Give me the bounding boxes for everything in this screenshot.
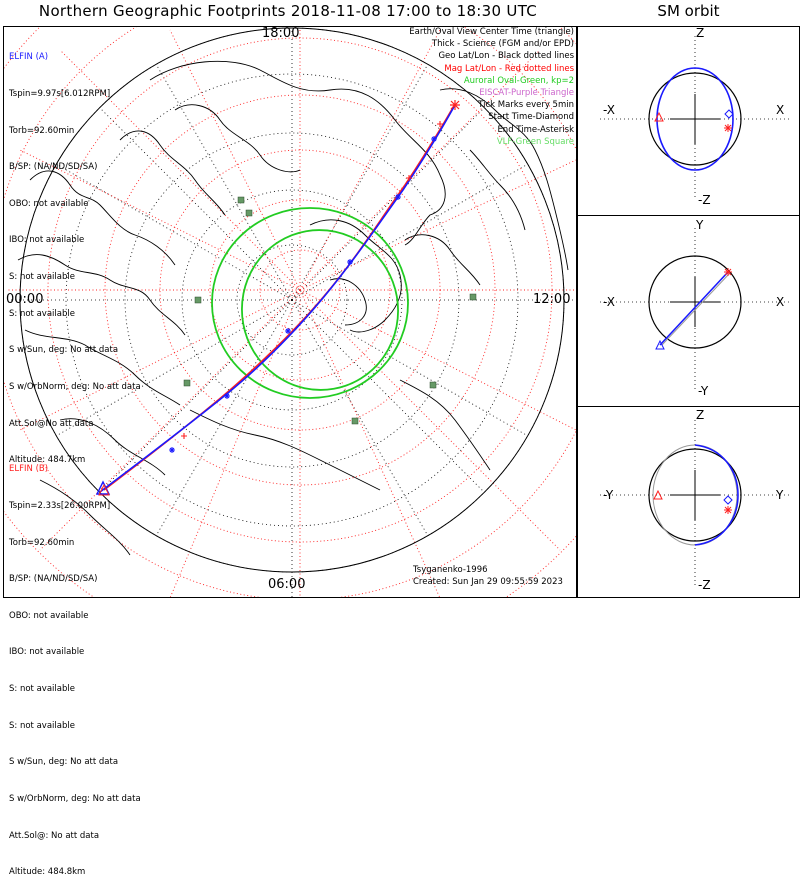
created-date: Created: Sun Jan 29 09:55:59 2023 (413, 577, 563, 588)
tick-mark (431, 136, 437, 142)
tick-mark (437, 121, 443, 127)
sm1-right: X (776, 103, 785, 117)
probe-a-info: ELFIN (A) Tspin=9.97s[6.012RPM] Torb=92.… (9, 27, 141, 479)
sm1-top: Z (696, 26, 705, 40)
sm2-top: Y (696, 218, 704, 232)
sm1-left: -X (603, 103, 615, 117)
time-label-bottom: 06:00 (268, 577, 306, 592)
vlf-stations (183, 196, 477, 425)
end-asterisk (450, 100, 460, 110)
orbit-ticks (169, 136, 437, 453)
auroral-oval-outer (211, 207, 409, 399)
sm-panel-frame-1 (577, 26, 800, 216)
orbit-ticks-b (181, 121, 443, 439)
probe-a-line: S: not available (9, 308, 75, 319)
legend-item: Earth/Oval View Center Time (triangle) (409, 27, 574, 37)
probe-b-line: S: not available (9, 684, 75, 695)
vlf-square (183, 379, 191, 387)
vlf-square (469, 293, 477, 301)
sm1-bottom: -Z (698, 193, 711, 207)
probe-b-line: B/SP: (NA/ND/SD/SA) (9, 574, 98, 585)
legend-item: EISCAT-Purple Triangle (479, 88, 574, 99)
legend-item: End Time-Asterisk (497, 124, 574, 135)
sm3-top: Z (696, 408, 705, 422)
probe-a-line: IBO: not available (9, 235, 85, 246)
sm-orbit-title: SM orbit (657, 2, 720, 20)
sm-panel-frame-3 (577, 406, 800, 598)
probe-a-line: S w/OrbNorm, deg: No att data (9, 381, 141, 392)
sm3-right: Y (776, 488, 784, 502)
legend-item: VLF-Green Square (496, 136, 574, 147)
legend-item: Mag Lat/Lon - Red dotted lines (444, 63, 574, 74)
probe-a-name: ELFIN (A) (9, 52, 49, 63)
orbit-track-b (103, 103, 456, 491)
sm3-bottom: -Z (698, 578, 711, 592)
page-title: Northern Geographic Footprints 2018-11-0… (38, 2, 538, 20)
probe-a-line: S w/Sun, deg: No att data (9, 345, 119, 356)
probe-a-line: S: not available (9, 272, 75, 283)
sm3-left: -Y (603, 488, 614, 502)
model-name: Tsyganenko-1996 (413, 565, 488, 575)
tick-mark (224, 393, 230, 399)
probe-b-name: ELFIN (B) (9, 464, 49, 475)
probe-b-info: ELFIN (B) Tspin=2.33s[26.00RPM] Torb=92.… (9, 439, 141, 891)
start-triangle-b (98, 483, 110, 496)
tick-mark (347, 259, 353, 265)
probe-b-line: Att.Sol@: No att data (9, 830, 100, 841)
probe-a-line: OBO: not available (9, 198, 89, 209)
vlf-square (237, 196, 245, 204)
sm2-left: -X (603, 295, 615, 309)
legend-item: Start Time-Diamond (488, 112, 574, 123)
probe-b-line: Tspin=2.33s[26.00RPM] (9, 501, 111, 512)
time-label-right: 12:00 (533, 292, 571, 307)
mag-lon-grid (8, 28, 576, 597)
probe-a-line: Tspin=9.97s[6.012RPM] (9, 89, 111, 100)
orbit-track-a (99, 104, 456, 493)
tick-mark (181, 433, 187, 439)
tick-mark (285, 328, 291, 334)
tick-mark (406, 175, 412, 181)
probe-b-line: Altitude: 484.8km (9, 867, 86, 878)
probe-b-line: S w/Sun, deg: No att data (9, 757, 119, 768)
auroral-oval-inner (241, 229, 399, 391)
tick-mark (169, 447, 175, 453)
probe-a-line: Att.Sol@No att data (9, 418, 94, 429)
tick-mark (395, 194, 401, 200)
probe-a-line: Torb=92.60min (9, 125, 75, 136)
probe-b-line: Torb=92.60min (9, 537, 75, 548)
probe-b-line: S: not available (9, 720, 75, 731)
probe-b-line: S w/OrbNorm, deg: No att data (9, 793, 141, 804)
legend: Earth/Oval View Center Time (triangle) T… (409, 26, 574, 148)
footprint-map-frame (3, 26, 577, 598)
legend-item: Tick Marks every 5min (478, 100, 574, 111)
time-label-left: 00:00 (6, 292, 44, 307)
legend-item: Geo Lat/Lon - Black dotted lines (438, 51, 574, 62)
vlf-square (351, 417, 359, 425)
credits: Tsyganenko-1996 Created: Sun Jan 29 09:5… (413, 564, 563, 589)
probe-a-line: B/SP: (NA/ND/SD/SA) (9, 162, 98, 173)
probe-b-line: IBO: not available (9, 647, 85, 658)
time-label-top: 18:00 (262, 26, 300, 41)
earth-limb (19, 27, 565, 573)
vlf-square (429, 381, 437, 389)
geo-lon-grid (8, 28, 576, 597)
vlf-square (245, 209, 253, 217)
legend-item: Thick - Science (FGM and/or EPD) (431, 39, 574, 50)
sm2-bottom: -Y (698, 384, 709, 398)
probe-b-line: OBO: not available (9, 610, 89, 621)
sm2-right: X (776, 295, 785, 309)
coastlines (17, 60, 569, 556)
sm-panel-frame-2 (577, 215, 800, 407)
legend-item: Auroral Oval-Green, kp=2 (463, 75, 574, 86)
footprint-map (4, 27, 576, 597)
vlf-square (194, 296, 202, 304)
probe-a-line: Altitude: 484.7km (9, 455, 86, 466)
